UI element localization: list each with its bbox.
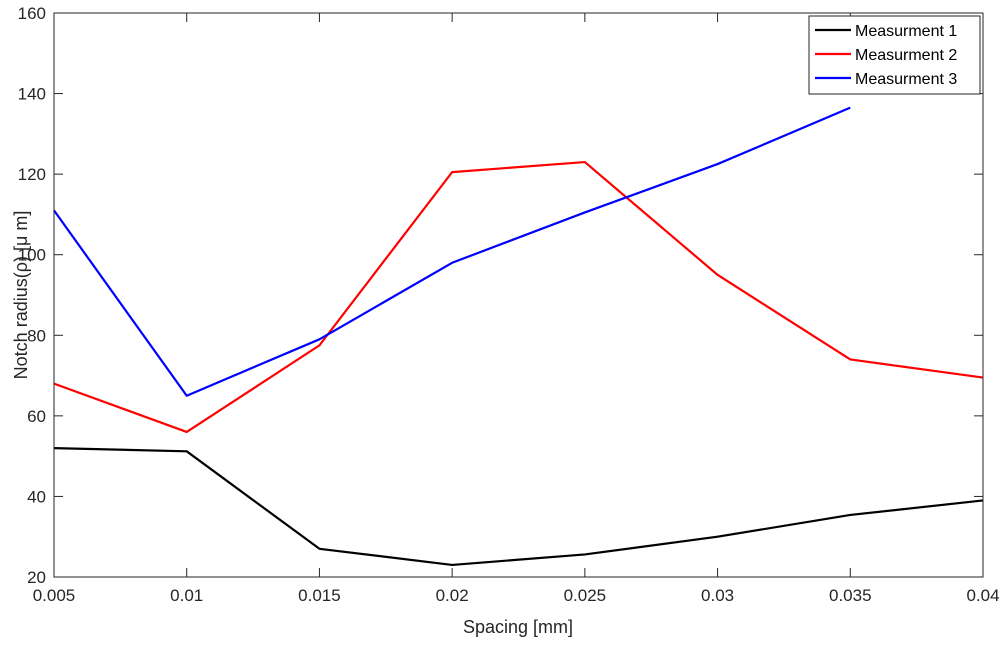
legend: Measurment 1 Measurment 2 Measurment 3 [808, 15, 981, 95]
axes-layer [53, 12, 984, 578]
x-tick-label: 0.005 [33, 586, 76, 605]
y-axis-label: Notch radius(ρ) [μ m] [11, 211, 31, 380]
x-tick-label: 0.015 [298, 586, 341, 605]
y-tick-label: 160 [18, 4, 46, 23]
x-tick-label: 0.02 [436, 586, 469, 605]
plot-area [54, 13, 983, 577]
x-tick-label: 0.035 [829, 586, 872, 605]
series-layer [53, 106, 984, 567]
x-tick-label: 0.025 [564, 586, 607, 605]
y-tick-label: 20 [27, 568, 46, 587]
ticks-layer: 0.005 0.01 0.015 0.02 0.025 0.03 0.035 0.04 20 40… [18, 4, 1000, 605]
series-line-1 [53, 446, 984, 567]
legend-label-1: Measurment 1 [855, 23, 957, 40]
legend-label-2: Measurment 2 [855, 47, 957, 64]
y-tick-label: 120 [18, 165, 46, 184]
x-tick-label: 0.01 [170, 586, 203, 605]
x-axis-label: Spacing [mm] [463, 617, 573, 637]
legend-label-3: Measurment 3 [855, 71, 957, 88]
y-tick-label: 140 [18, 85, 46, 104]
y-tick-label: 40 [27, 487, 46, 506]
x-tick-label: 0.03 [701, 586, 734, 605]
y-tick-label: 100 [18, 246, 46, 265]
y-tick-label: 80 [27, 326, 46, 345]
series-line-3 [53, 106, 851, 397]
x-tick-label: 0.04 [966, 586, 999, 605]
series-line-2 [53, 160, 984, 434]
axes-box [53, 12, 984, 578]
y-tick-label: 60 [27, 407, 46, 426]
